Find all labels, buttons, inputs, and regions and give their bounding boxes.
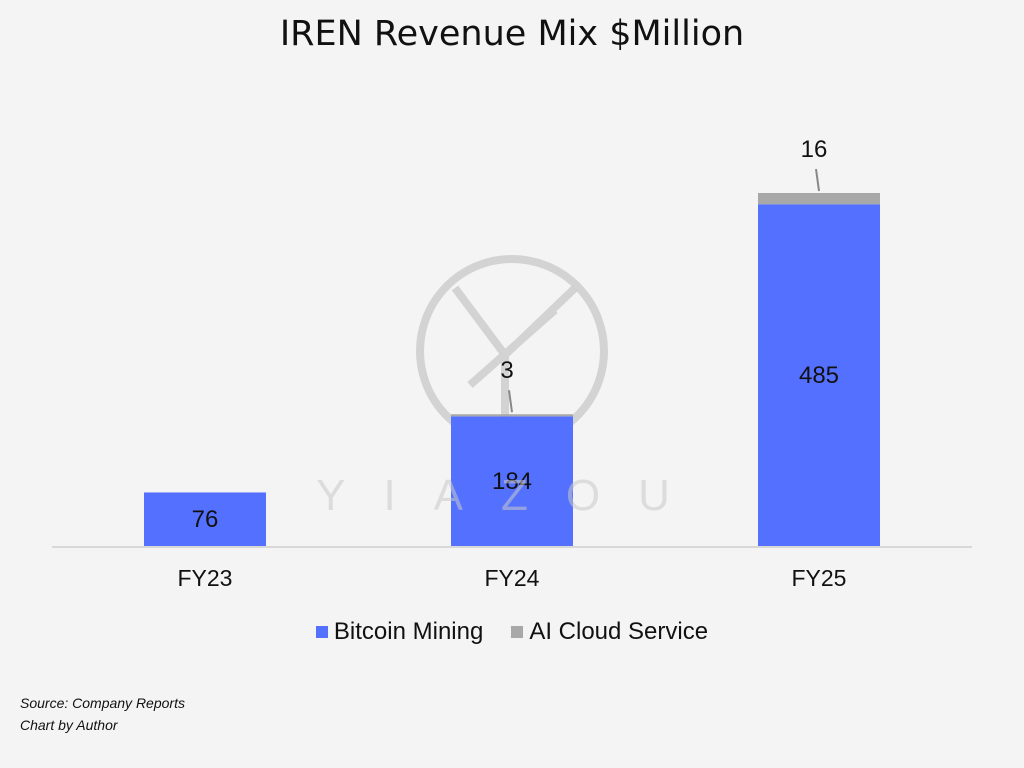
chart-plot: 76 FY23 184 3 FY24 485 16 FY25 YIAZOU [52, 136, 972, 591]
source-note: Source: Company Reports [20, 695, 185, 711]
data-label-ai-fy24: 3 [500, 357, 513, 384]
bars-layer [144, 193, 880, 547]
legend: Bitcoin Mining AI Cloud Service [0, 618, 1024, 646]
x-tick-fy24: FY24 [485, 565, 540, 591]
bar-bitcoin-fy25 [758, 204, 880, 547]
x-tick-fy23: FY23 [178, 565, 233, 591]
data-label-ai-fy25: 16 [801, 136, 828, 163]
leader-line-ai-fy25 [815, 168, 820, 192]
legend-label-bitcoin: Bitcoin Mining [333, 618, 484, 645]
bar-bitcoin-fy24 [451, 416, 573, 546]
labels-layer: 76 FY23 184 3 FY24 485 16 FY25 [178, 136, 847, 591]
legend-item-bitcoin: Bitcoin Mining [315, 618, 484, 646]
legend-label-ai: AI Cloud Service [529, 618, 709, 645]
bar-ai-fy24 [451, 414, 573, 417]
data-label-bitcoin-fy24: 184 [492, 468, 532, 495]
bar-bitcoin-fy23 [144, 492, 266, 546]
data-label-bitcoin-fy23: 76 [192, 506, 219, 533]
legend-swatch-bitcoin [315, 626, 328, 638]
chart-title: IREN Revenue Mix $Million [279, 14, 745, 54]
x-tick-fy25: FY25 [792, 565, 847, 591]
credit-note: Chart by Author [20, 717, 118, 733]
bar-ai-fy25 [758, 193, 880, 205]
legend-swatch-ai [511, 626, 524, 638]
leader-line-ai-fy24 [508, 390, 513, 413]
watermark-text: YIAZOU [316, 471, 708, 520]
data-label-bitcoin-fy25: 485 [799, 362, 839, 389]
legend-item-ai: AI Cloud Service [511, 618, 708, 646]
